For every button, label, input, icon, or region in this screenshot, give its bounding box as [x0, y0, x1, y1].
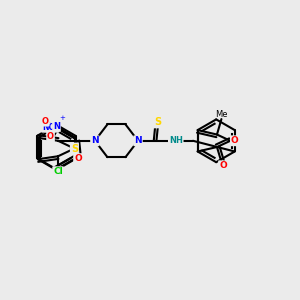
Text: +: + — [59, 115, 65, 121]
Text: N: N — [53, 122, 60, 131]
Text: Cl: Cl — [53, 167, 63, 176]
Text: NH: NH — [169, 136, 183, 145]
Text: O: O — [47, 132, 54, 141]
Text: N: N — [134, 136, 142, 145]
Text: O: O — [219, 161, 227, 170]
Text: O: O — [42, 117, 49, 126]
Text: N: N — [91, 136, 99, 145]
Text: O: O — [74, 154, 82, 163]
Text: S: S — [154, 117, 161, 128]
Text: S: S — [71, 143, 78, 154]
Text: NO₂: NO₂ — [42, 123, 58, 132]
Text: Me: Me — [215, 110, 228, 119]
Text: O: O — [231, 136, 239, 145]
